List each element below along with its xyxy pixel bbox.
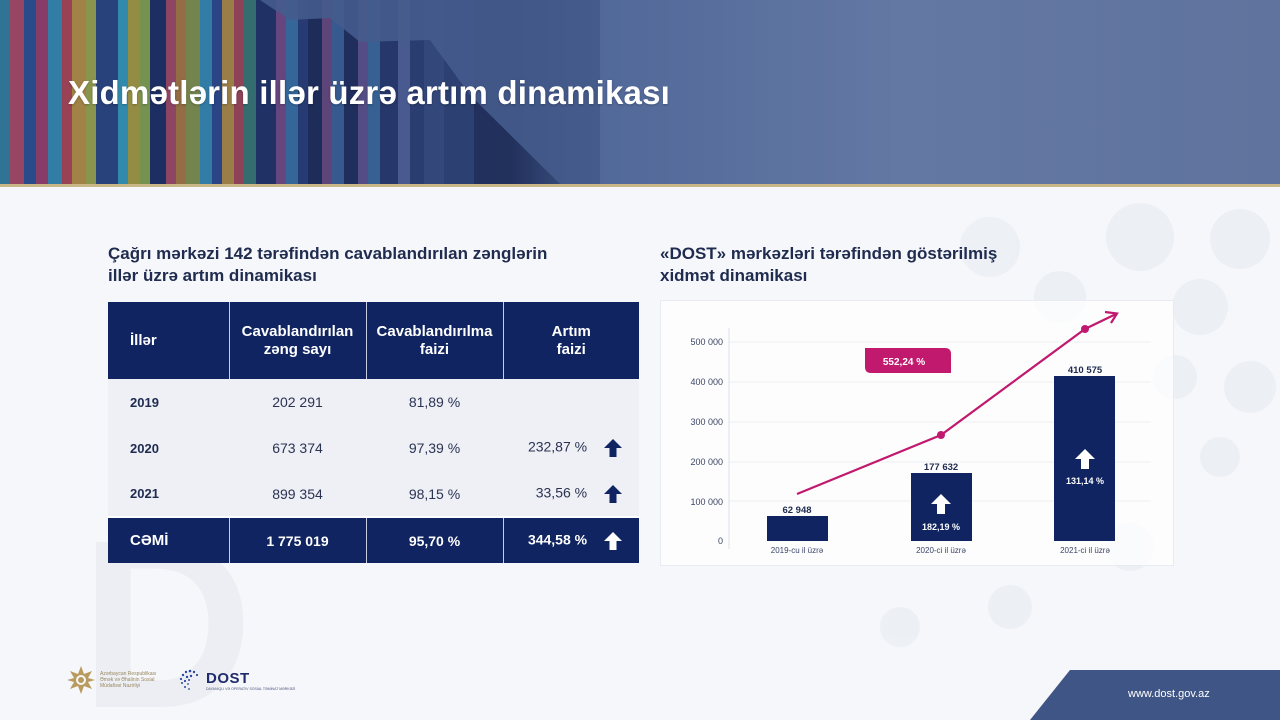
trend-arrowhead-icon (1104, 310, 1119, 324)
banner-divider (0, 184, 1280, 187)
arrow-up-icon (1075, 449, 1095, 469)
table-row: 2021 899 354 98,15 % 33,56 % (108, 471, 639, 517)
row-year: 2020 (108, 425, 229, 471)
call-center-title-line2: illər üzrə artım dinamikası (108, 266, 317, 285)
arrow-up-icon (604, 484, 622, 503)
dost-logo-word: DOST (206, 669, 250, 687)
bar-growth-2021: 131,14 % (1066, 476, 1104, 486)
total-growth: 344,58 % (503, 516, 639, 563)
svg-text:2021-ci il üzrə: 2021-ci il üzrə (1060, 546, 1110, 555)
row-year: 2021 (108, 471, 229, 517)
trend-point (937, 431, 945, 439)
row-calls: 899 354 (229, 471, 366, 517)
header-answer-rate: Cavablandırılma faizi (366, 302, 504, 379)
table-row: 2019 202 291 81,89 % (108, 379, 639, 425)
svg-text:2019-cu il üzrə: 2019-cu il üzrə (771, 546, 824, 555)
row-calls: 673 374 (229, 425, 366, 471)
row-growth (503, 379, 639, 425)
calls-table: İllər Cavablandırılan zəng sayı Cavablan… (108, 302, 639, 563)
ministry-logo-text: Azərbaycan Respublikası Əmək və Əhalinin… (100, 671, 157, 689)
arrow-up-icon (604, 439, 622, 457)
total-rate: 95,70 % (366, 516, 504, 563)
dost-section-title: «DOST» mərkəzləri tərəfindən göstərilmiş… (660, 243, 1080, 287)
header-years: İllər (108, 302, 230, 379)
x-axis-labels: 2019-cu il üzrə 2020-ci il üzrə 2021-ci … (771, 546, 1111, 555)
svg-text:200 000: 200 000 (690, 457, 723, 467)
row-calls: 202 291 (229, 379, 366, 425)
dost-title-line1: «DOST» mərkəzləri tərəfindən göstərilmiş (660, 244, 998, 263)
total-growth-badge: 552,24 % (865, 348, 951, 373)
table-header-row: İllər Cavablandırılan zəng sayı Cavablan… (108, 302, 639, 379)
header-answered-calls: Cavablandırılan zəng sayı (229, 302, 367, 379)
table-row: 2020 673 374 97,39 % 232,87 % (108, 425, 639, 471)
bar-2019 (767, 516, 828, 541)
footer-logos: Azərbaycan Respublikası Əmək və Əhalinin… (66, 662, 295, 698)
website-link[interactable]: www.dost.gov.az (1128, 688, 1210, 700)
row-rate: 81,89 % (366, 379, 503, 425)
svg-text:100 000: 100 000 (690, 497, 723, 507)
row-growth: 33,56 % (503, 471, 639, 517)
arrow-up-icon (604, 531, 622, 550)
header-growth-rate: Artım faizi (503, 302, 639, 379)
row-rate: 98,15 % (366, 471, 503, 517)
trend-point (1081, 325, 1089, 333)
dost-dots-icon (179, 669, 199, 690)
total-label: CƏMİ (108, 516, 230, 563)
svg-text:500 000: 500 000 (690, 337, 723, 347)
y-axis-ticks: 0 100 000 200 000 300 000 400 000 500 00… (690, 337, 723, 546)
row-rate: 97,39 % (366, 425, 503, 471)
bar-value-2020: 177 632 (924, 462, 958, 473)
footer-band (1030, 670, 1280, 720)
bar-value-2021: 410 575 (1068, 365, 1103, 376)
bar-value-2019: 62 948 (782, 505, 811, 516)
dost-title-line2: xidmət dinamikası (660, 266, 808, 285)
services-chart: 0 100 000 200 000 300 000 400 000 500 00… (660, 300, 1174, 566)
bar-growth-2020: 182,19 % (922, 522, 960, 532)
svg-text:0: 0 (718, 536, 723, 546)
dost-logo-subtitle: DAYANIQLI VƏ OPERATİV SOSİAL TƏMİNAT MƏR… (206, 686, 296, 691)
row-growth: 232,87 % (503, 425, 639, 471)
ministry-emblem-icon (67, 666, 95, 694)
call-center-section-title: Çağrı mərkəzi 142 tərəfindən cavablandır… (108, 243, 628, 287)
building-photo (0, 0, 600, 184)
bar-chart: 0 100 000 200 000 300 000 400 000 500 00… (690, 310, 1151, 555)
svg-text:300 000: 300 000 (690, 417, 723, 427)
svg-text:2020-ci il üzrə: 2020-ci il üzrə (916, 546, 966, 555)
dost-logo: DOST DAYANIQLI VƏ OPERATİV SOSİAL TƏMİNA… (178, 668, 295, 692)
total-calls: 1 775 019 (229, 516, 367, 563)
header-banner: Xidmətlərin illər üzrə artım dinamikası (0, 0, 1280, 184)
table-total-row: CƏMİ 1 775 019 95,70 % 344,58 % (108, 516, 639, 563)
trend-line (796, 310, 1119, 496)
arrow-up-icon (931, 494, 951, 514)
svg-text:400 000: 400 000 (690, 377, 723, 387)
call-center-title-line1: Çağrı mərkəzi 142 tərəfindən cavablandır… (108, 244, 548, 263)
svg-text:552,24 %: 552,24 % (883, 357, 925, 368)
row-year: 2019 (108, 379, 229, 425)
page-title: Xidmətlərin illər üzrə artım dinamikası (68, 74, 671, 111)
ministry-logo: Azərbaycan Respublikası Əmək və Əhalinin… (66, 665, 164, 695)
